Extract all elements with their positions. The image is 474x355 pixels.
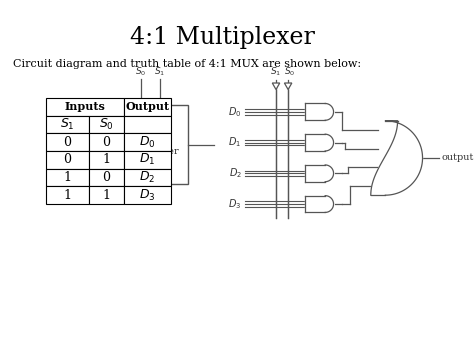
Text: Inputs: Inputs (65, 101, 106, 112)
Text: $S_0$: $S_0$ (135, 66, 146, 78)
Bar (113, 105, 188, 185)
Text: Output: Output (126, 101, 170, 112)
Bar (89, 186, 124, 204)
Text: 1: 1 (102, 189, 110, 202)
Text: $D_3$: $D_3$ (228, 197, 242, 211)
Bar (89, 133, 124, 151)
Bar (46, 116, 89, 133)
Text: 0: 0 (64, 136, 72, 149)
Bar (124, 169, 171, 186)
Text: $D_2$: $D_2$ (67, 146, 81, 160)
Text: $D_0$: $D_0$ (228, 105, 242, 119)
Bar (124, 151, 171, 169)
Text: $D_1$: $D_1$ (67, 129, 81, 143)
Text: 4:1 Multiplexer: 4:1 Multiplexer (129, 26, 314, 49)
Polygon shape (325, 165, 334, 182)
Text: $D_0$: $D_0$ (67, 113, 81, 126)
Bar (124, 116, 171, 133)
Bar (46, 169, 89, 186)
Text: $D_1$: $D_1$ (228, 136, 242, 149)
Polygon shape (325, 104, 334, 120)
Bar (89, 151, 124, 169)
Polygon shape (272, 83, 280, 89)
Text: $D_3$: $D_3$ (139, 188, 156, 203)
Bar (89, 169, 124, 186)
Polygon shape (305, 104, 325, 120)
Polygon shape (371, 121, 422, 195)
Text: 0: 0 (102, 171, 110, 184)
Bar (46, 186, 89, 204)
Polygon shape (325, 196, 334, 212)
Text: 0: 0 (102, 136, 110, 149)
Text: $S_1$: $S_1$ (155, 66, 165, 78)
Polygon shape (325, 134, 334, 151)
Text: $D_3$: $D_3$ (67, 163, 81, 176)
Polygon shape (305, 196, 325, 212)
Text: $S_1$: $S_1$ (270, 66, 282, 78)
Text: $S_0$: $S_0$ (284, 66, 296, 78)
Text: 4:1: 4:1 (143, 136, 158, 145)
Text: $S_0$: $S_0$ (99, 117, 114, 132)
Bar (124, 133, 171, 151)
Text: Multiplexer: Multiplexer (121, 147, 179, 156)
Text: 0: 0 (64, 153, 72, 166)
Text: $D_2$: $D_2$ (139, 170, 155, 185)
Polygon shape (305, 134, 325, 151)
Text: $S_1$: $S_1$ (60, 117, 75, 132)
Bar (124, 98, 171, 116)
Bar (89, 116, 124, 133)
Text: 1: 1 (102, 153, 110, 166)
Bar (124, 186, 171, 204)
Bar (46, 151, 89, 169)
Text: $D_1$: $D_1$ (139, 152, 156, 167)
Bar (46, 98, 124, 116)
Polygon shape (305, 165, 325, 182)
Text: 1: 1 (64, 171, 72, 184)
Text: $D_2$: $D_2$ (228, 166, 242, 180)
Text: 1: 1 (64, 189, 72, 202)
Text: Circuit diagram and truth table of 4:1 MUX are shown below:: Circuit diagram and truth table of 4:1 M… (12, 59, 361, 69)
Text: $D_0$: $D_0$ (139, 135, 156, 150)
Text: output: output (441, 153, 474, 163)
Polygon shape (284, 83, 292, 89)
Bar (46, 133, 89, 151)
